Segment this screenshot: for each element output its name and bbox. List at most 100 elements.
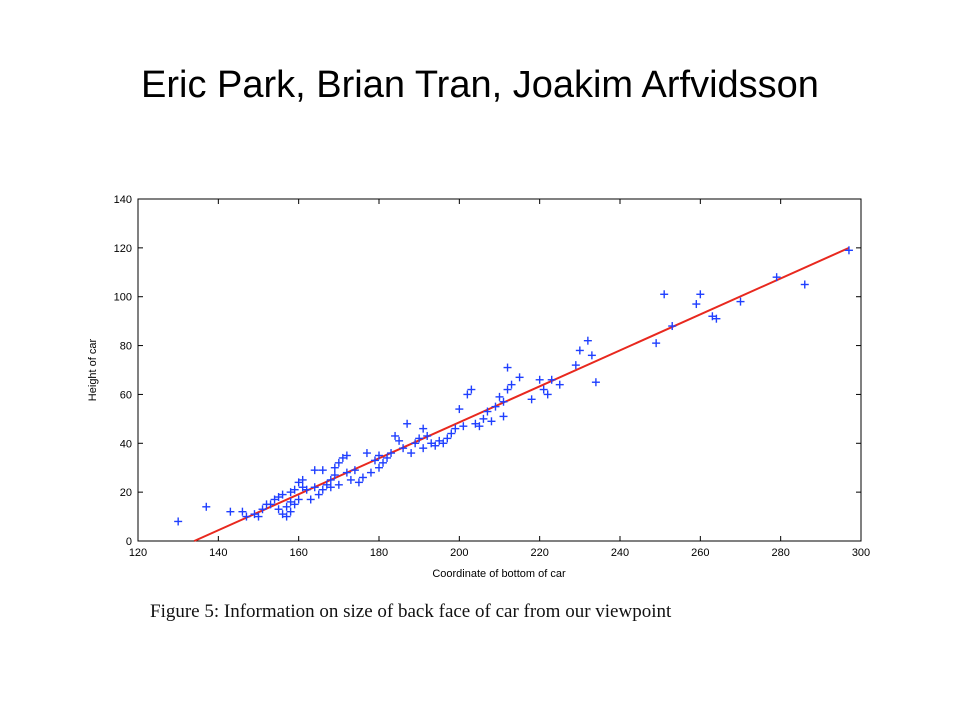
data-point bbox=[668, 322, 677, 331]
data-point bbox=[286, 497, 295, 506]
x-tick-label: 280 bbox=[771, 547, 789, 559]
data-point bbox=[499, 412, 508, 421]
data-point bbox=[479, 414, 488, 423]
x-axis-ticks: 120 140 160 180 200 220 240 260 280 300 bbox=[129, 199, 870, 559]
data-point bbox=[395, 436, 404, 445]
data-point bbox=[310, 483, 319, 492]
x-tick-label: 160 bbox=[289, 547, 307, 559]
data-point bbox=[431, 441, 440, 450]
data-point bbox=[383, 453, 392, 462]
data-point bbox=[439, 439, 448, 448]
y-tick-label: 120 bbox=[114, 243, 132, 255]
data-point bbox=[274, 505, 283, 514]
data-point bbox=[427, 439, 436, 448]
data-point bbox=[254, 512, 263, 521]
data-point bbox=[326, 475, 335, 484]
data-point bbox=[495, 392, 504, 401]
data-point bbox=[583, 336, 592, 345]
data-point bbox=[571, 361, 580, 370]
data-point bbox=[467, 385, 476, 394]
data-point bbox=[366, 468, 375, 477]
data-point bbox=[346, 475, 355, 484]
data-point bbox=[652, 339, 661, 348]
data-point bbox=[302, 485, 311, 494]
data-point bbox=[310, 466, 319, 475]
x-axis-label: Coordinate of bottom of car bbox=[432, 568, 566, 580]
data-point bbox=[423, 431, 432, 440]
data-point bbox=[419, 424, 428, 433]
data-point bbox=[475, 422, 484, 431]
data-point bbox=[358, 473, 367, 482]
data-point bbox=[274, 493, 283, 502]
data-point bbox=[278, 510, 287, 519]
data-point bbox=[844, 246, 853, 255]
data-point bbox=[696, 290, 705, 299]
data-point bbox=[591, 378, 600, 387]
data-point bbox=[242, 512, 251, 521]
data-point bbox=[286, 488, 295, 497]
data-point bbox=[375, 451, 383, 460]
data-point bbox=[238, 507, 247, 516]
data-point bbox=[483, 407, 492, 416]
data-point bbox=[708, 312, 717, 321]
data-point bbox=[330, 471, 339, 480]
x-tick-label: 140 bbox=[209, 547, 227, 559]
data-point bbox=[800, 280, 809, 289]
y-tick-label: 60 bbox=[120, 389, 132, 401]
x-tick-label: 260 bbox=[691, 547, 709, 559]
data-point bbox=[330, 463, 339, 472]
data-point bbox=[507, 380, 516, 389]
data-point bbox=[266, 500, 275, 509]
data-point bbox=[290, 485, 299, 494]
data-point bbox=[354, 478, 363, 487]
data-point bbox=[286, 507, 295, 516]
y-tick-label: 0 bbox=[126, 536, 132, 548]
y-tick-label: 100 bbox=[114, 292, 132, 304]
data-point bbox=[258, 505, 267, 514]
data-point bbox=[539, 385, 548, 394]
data-point bbox=[463, 390, 472, 399]
data-point bbox=[503, 363, 512, 372]
plot-frame bbox=[137, 198, 862, 542]
data-point bbox=[202, 502, 211, 511]
data-point bbox=[282, 512, 291, 521]
data-point bbox=[515, 373, 524, 382]
data-point bbox=[692, 300, 701, 309]
data-point bbox=[660, 290, 669, 299]
data-point bbox=[491, 402, 500, 411]
data-point bbox=[342, 468, 351, 477]
data-point bbox=[338, 453, 347, 462]
data-point bbox=[772, 273, 781, 282]
data-point bbox=[370, 456, 379, 465]
data-point bbox=[322, 480, 331, 489]
data-point bbox=[411, 439, 420, 448]
slide-title: Eric Park, Brian Tran, Joakim Arfvidsson bbox=[141, 64, 819, 106]
data-point bbox=[399, 444, 408, 453]
data-point bbox=[435, 436, 444, 445]
data-point bbox=[298, 475, 307, 484]
data-point bbox=[543, 390, 552, 399]
data-point bbox=[535, 375, 544, 384]
x-tick-label: 200 bbox=[450, 547, 468, 559]
data-point bbox=[736, 297, 745, 306]
data-point bbox=[487, 417, 496, 426]
x-tick-label: 120 bbox=[129, 547, 147, 559]
data-point bbox=[362, 449, 371, 458]
data-point bbox=[282, 502, 291, 511]
data-point bbox=[334, 480, 343, 489]
data-point bbox=[443, 434, 452, 443]
data-point bbox=[587, 351, 596, 360]
data-point bbox=[375, 463, 383, 472]
data-point bbox=[306, 495, 315, 504]
data-point bbox=[447, 429, 456, 438]
data-point bbox=[499, 397, 508, 406]
x-tick-label: 180 bbox=[370, 547, 388, 559]
data-point bbox=[419, 444, 428, 453]
data-point bbox=[342, 451, 351, 460]
fit-line-layer bbox=[193, 246, 850, 542]
y-axis-label: Height of car bbox=[87, 338, 99, 401]
data-point bbox=[451, 424, 460, 433]
data-point bbox=[403, 419, 412, 428]
x-tick-label: 240 bbox=[611, 547, 629, 559]
data-point bbox=[471, 419, 480, 428]
